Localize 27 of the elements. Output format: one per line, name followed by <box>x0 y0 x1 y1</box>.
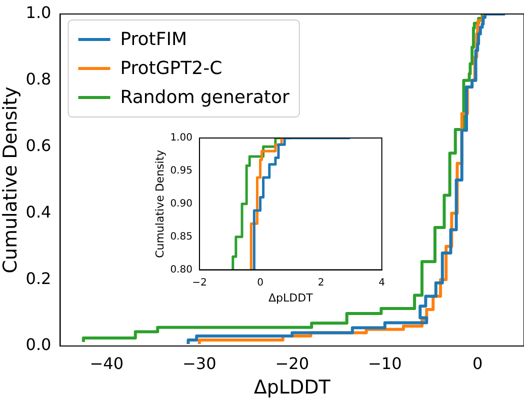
x-tick-label: −30 <box>182 354 216 373</box>
y-tick-label: 0.4 <box>26 202 52 222</box>
x-axis-title: ΔpLDDT <box>268 291 314 304</box>
legend-label: Random generator <box>120 87 290 108</box>
y-tick-label: 0.95 <box>170 166 192 177</box>
y-tick-label: 0.80 <box>170 264 192 276</box>
x-axis-title: ΔpLDDT <box>254 376 331 399</box>
x-tick-label: 0 <box>257 277 264 288</box>
y-tick-label: 0.90 <box>170 198 192 210</box>
x-tick-label: 4 <box>378 277 386 288</box>
x-tick-label: 2 <box>318 277 324 288</box>
x-tick-label: −10 <box>368 354 402 373</box>
x-tick-label: −40 <box>90 354 124 373</box>
y-axis-title: Cumulative Density <box>0 86 22 274</box>
x-tick-label: −2 <box>192 277 207 288</box>
x-tick-label: 0 <box>472 354 483 373</box>
y-tick-label: 0.6 <box>26 136 52 155</box>
y-tick-label: 1.00 <box>170 132 192 144</box>
y-tick-label: 0.2 <box>26 268 52 288</box>
y-tick-label: 1.0 <box>26 3 52 22</box>
x-tick-label: −20 <box>275 354 310 373</box>
legend-label: ProtFIM <box>120 29 188 50</box>
y-tick-label: 0.0 <box>26 335 52 354</box>
legend-label: ProtGPT2-C <box>120 58 222 80</box>
y-axis-title: Cumulative Density <box>153 149 166 258</box>
y-tick-label: 0.8 <box>26 70 52 89</box>
y-tick-label: 0.85 <box>170 231 192 242</box>
